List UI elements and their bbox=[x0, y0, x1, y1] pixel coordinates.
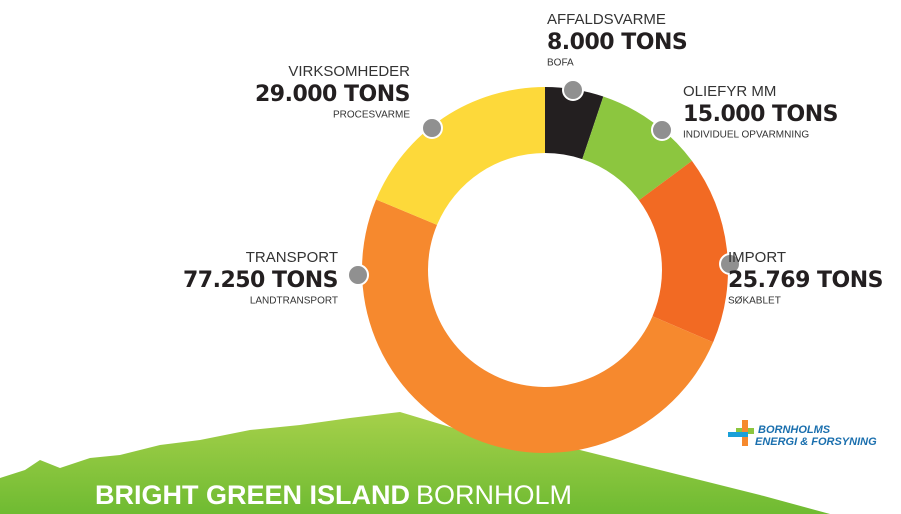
footer-bold: BRIGHT GREEN ISLAND bbox=[95, 480, 410, 510]
category-label: OLIEFYR MM bbox=[683, 83, 776, 100]
value-label: 77.250 TONS bbox=[183, 268, 338, 293]
sub-label: LANDTRANSPORT bbox=[250, 296, 338, 307]
footer-regular: BORNHOLM bbox=[416, 480, 572, 510]
category-label: IMPORT bbox=[728, 249, 786, 266]
label-dot bbox=[652, 120, 672, 140]
label-dot bbox=[422, 118, 442, 138]
sub-label: INDIVIDUEL OPVARMNING bbox=[683, 130, 809, 141]
logo-line2: ENERGI & FORSYNING bbox=[755, 436, 877, 448]
donut-slice bbox=[376, 87, 545, 225]
value-label: 29.000 TONS bbox=[255, 82, 410, 107]
logo-line1: BORNHOLMS bbox=[758, 424, 831, 436]
logo: BORNHOLMS ENERGI & FORSYNING bbox=[728, 420, 877, 448]
sub-label: SØKABLET bbox=[728, 296, 781, 307]
infographic: BORNHOLMS ENERGI & FORSYNING BRIGHT GREE… bbox=[0, 0, 901, 514]
sub-label: BOFA bbox=[547, 58, 574, 69]
label-dot bbox=[348, 265, 368, 285]
category-label: TRANSPORT bbox=[246, 249, 338, 266]
value-label: 8.000 TONS bbox=[547, 30, 687, 55]
category-label: AFFALDSVARME bbox=[547, 11, 666, 28]
value-label: 15.000 TONS bbox=[683, 102, 838, 127]
label-dot bbox=[563, 80, 583, 100]
sub-label: PROCESVARME bbox=[333, 110, 410, 121]
category-label: VIRKSOMHEDER bbox=[288, 63, 410, 80]
donut bbox=[362, 87, 728, 453]
value-label: 25.769 TONS bbox=[728, 268, 883, 293]
